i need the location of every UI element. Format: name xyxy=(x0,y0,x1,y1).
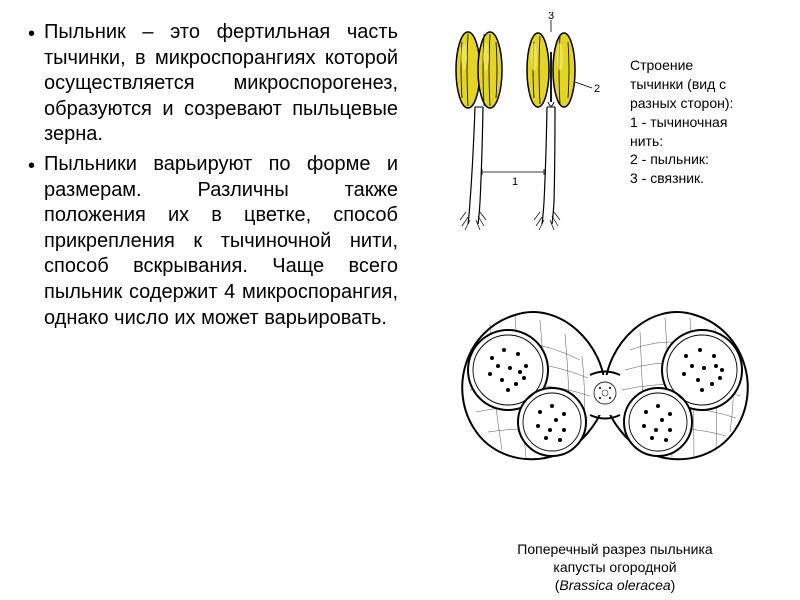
caption-line: Строение xyxy=(630,56,790,75)
caption-line: 3 - связник. xyxy=(630,169,790,188)
bullet-marker: • xyxy=(28,152,44,331)
caption-line: 1 - тычиночная xyxy=(630,113,790,132)
species-name: Brassica oleracea xyxy=(559,577,670,593)
bullet-text-1: Пыльник – это фертильная часть тычинки, … xyxy=(44,20,398,148)
svg-text:3: 3 xyxy=(548,12,554,22)
caption-line: Поперечный разрез пыльника xyxy=(450,540,780,558)
bullet-marker: • xyxy=(28,20,44,148)
caption-line: нить: xyxy=(630,132,790,151)
cross-section-figure xyxy=(430,280,780,535)
caption-line: разных сторон): xyxy=(630,94,790,113)
svg-text:1: 1 xyxy=(512,176,518,188)
stamen-figure: 3 2 1 xyxy=(420,12,620,242)
caption-line: капусты огородной xyxy=(450,558,780,576)
list-item: • Пыльник – это фертильная часть тычинки… xyxy=(28,20,398,148)
caption-line: 2 - пыльник: xyxy=(630,150,790,169)
bullet-text-2: Пыльники варьируют по форме и размерам. … xyxy=(44,152,398,331)
list-item: • Пыльники варьируют по форме и размерам… xyxy=(28,152,398,331)
caption-line: тычинки (вид с xyxy=(630,75,790,94)
svg-text:2: 2 xyxy=(594,83,600,95)
stamen-caption: Строение тычинки (вид с разных сторон): … xyxy=(630,56,790,188)
bullet-list: • Пыльник – это фертильная часть тычинки… xyxy=(28,20,398,335)
caption-line: (Brassica oleracea) xyxy=(450,576,780,594)
cross-section-caption: Поперечный разрез пыльника капусты огоро… xyxy=(450,540,780,595)
